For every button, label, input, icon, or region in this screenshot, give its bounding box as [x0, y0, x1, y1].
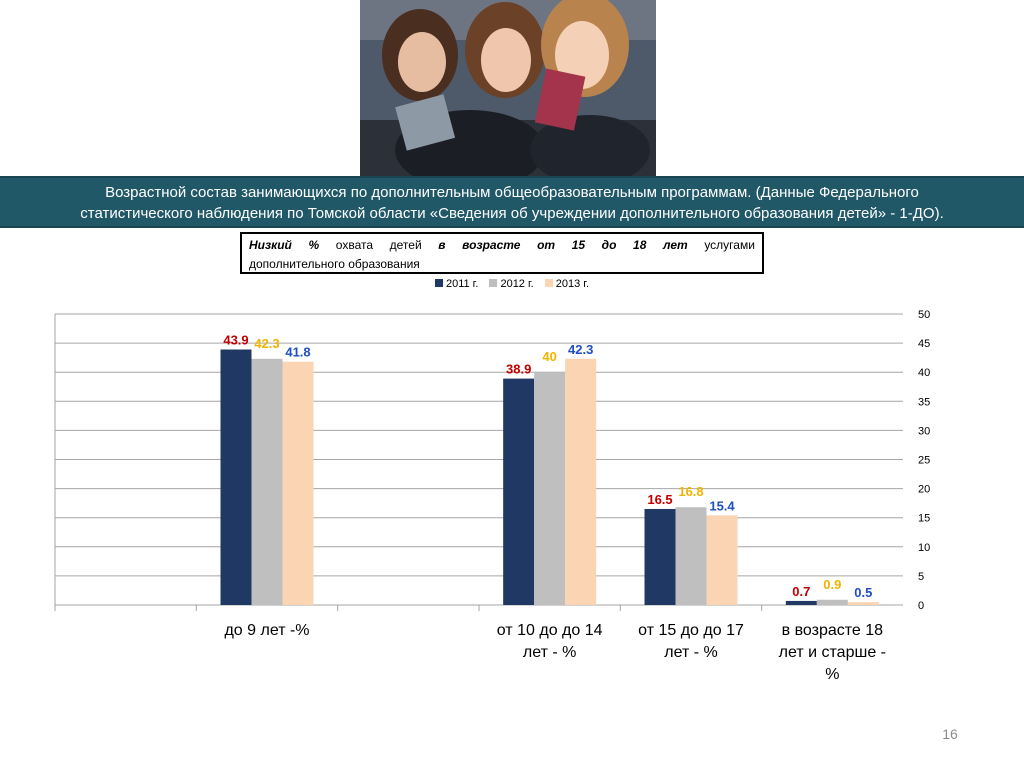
subtitle-word: Низкий — [249, 238, 292, 252]
x-category-label-line: лет - % — [664, 644, 718, 661]
title-line-1: Возрастной состав занимающихся по дополн… — [105, 184, 919, 201]
legend-swatch-2012 — [489, 279, 498, 287]
data-label: 43.9 — [223, 333, 248, 348]
bar — [675, 507, 707, 605]
x-category-label: в возрасте 18 лет и старше -% — [762, 620, 902, 686]
subtitle-line-2: дополнительного образования — [249, 257, 420, 271]
y-tick-label: 10 — [918, 542, 930, 554]
chart-legend: 2011 г. 2012 г. 2013 г. — [0, 278, 1024, 290]
data-label: 42.3 — [568, 342, 593, 357]
y-tick-label: 50 — [918, 309, 930, 321]
bar — [251, 358, 283, 605]
subtitle-word: услугами — [704, 238, 755, 252]
students-photo — [360, 0, 656, 176]
data-label: 0.5 — [854, 585, 872, 600]
subtitle-word: до — [601, 238, 617, 252]
data-label: 41.8 — [285, 345, 310, 360]
data-label: 16.8 — [678, 484, 703, 499]
x-category-label: от 10 до до 14 лет - % — [480, 620, 620, 664]
subtitle-word: от — [537, 238, 556, 252]
data-label: 0.7 — [792, 584, 810, 599]
page-number: 16 — [942, 726, 958, 742]
legend-label-2013: 2013 г. — [555, 278, 590, 290]
bar — [644, 508, 676, 605]
bar — [816, 599, 848, 605]
legend-label-2011: 2011 г. — [445, 278, 479, 290]
title-line-2: статистического наблюдения по Томской об… — [80, 205, 944, 222]
subtitle-word: % — [308, 238, 320, 252]
data-label: 42.3 — [254, 336, 279, 351]
bar — [565, 358, 597, 605]
subtitle-word: в — [438, 238, 446, 252]
x-category-label-line: в возрасте 18 — [781, 622, 884, 639]
x-category-label-line: от 15 до до 17 — [638, 622, 744, 639]
title-banner: Возрастной состав занимающихся по дополн… — [0, 176, 1024, 228]
y-tick-label: 0 — [918, 600, 924, 612]
y-tick-label: 15 — [918, 513, 930, 525]
x-category-label-line: % — [825, 666, 840, 683]
bar — [785, 600, 817, 605]
x-category-label-line: от 10 до до 14 — [496, 622, 603, 639]
bar — [534, 372, 566, 605]
subtitle-word: лет — [663, 238, 688, 252]
y-tick-label: 35 — [918, 396, 930, 408]
subtitle-word: возрасте — [462, 238, 521, 252]
y-tick-label: 25 — [918, 455, 930, 467]
legend-label-2012: 2012 г. — [500, 278, 534, 290]
legend-item-2011: 2011 г. — [434, 278, 479, 290]
x-category-label: от 15 до до 17 лет - % — [621, 620, 761, 664]
y-tick-label: 40 — [918, 367, 930, 379]
legend-swatch-2013 — [544, 279, 553, 287]
x-category-label: до 9 лет -% — [197, 620, 337, 642]
bar — [282, 361, 314, 605]
x-category-label-line: до 9 лет -% — [224, 622, 310, 639]
subtitle-word: 18 — [633, 238, 647, 252]
bar — [847, 602, 879, 605]
data-label: 15.4 — [709, 498, 735, 513]
subtitle-word: детей — [389, 238, 422, 252]
y-tick-label: 20 — [918, 484, 930, 496]
subtitle-word: 15 — [571, 238, 586, 252]
y-tick-label: 5 — [918, 571, 924, 583]
subtitle-line-1: Низкий % охвата детей в возрасте от 15 д… — [249, 238, 755, 252]
data-label: 16.5 — [647, 492, 672, 507]
legend-item-2013: 2013 г. — [544, 278, 590, 290]
x-category-label-line: лет и старше - — [778, 644, 886, 661]
data-label: 38.9 — [506, 362, 531, 377]
chart-subtitle-box: Низкий % охвата детей в возрасте от 15 д… — [240, 232, 764, 274]
legend-item-2012: 2012 г. — [489, 278, 534, 290]
y-tick-label: 30 — [918, 425, 930, 437]
y-tick-label: 45 — [918, 338, 930, 350]
data-label: 0.9 — [823, 577, 841, 592]
data-label: 40 — [542, 349, 556, 364]
legend-swatch-2011 — [434, 279, 443, 287]
bar — [706, 515, 738, 605]
x-category-label-line: лет - % — [522, 644, 577, 661]
subtitle-word: охвата — [335, 238, 374, 252]
bar — [220, 349, 252, 605]
bar — [503, 378, 535, 605]
